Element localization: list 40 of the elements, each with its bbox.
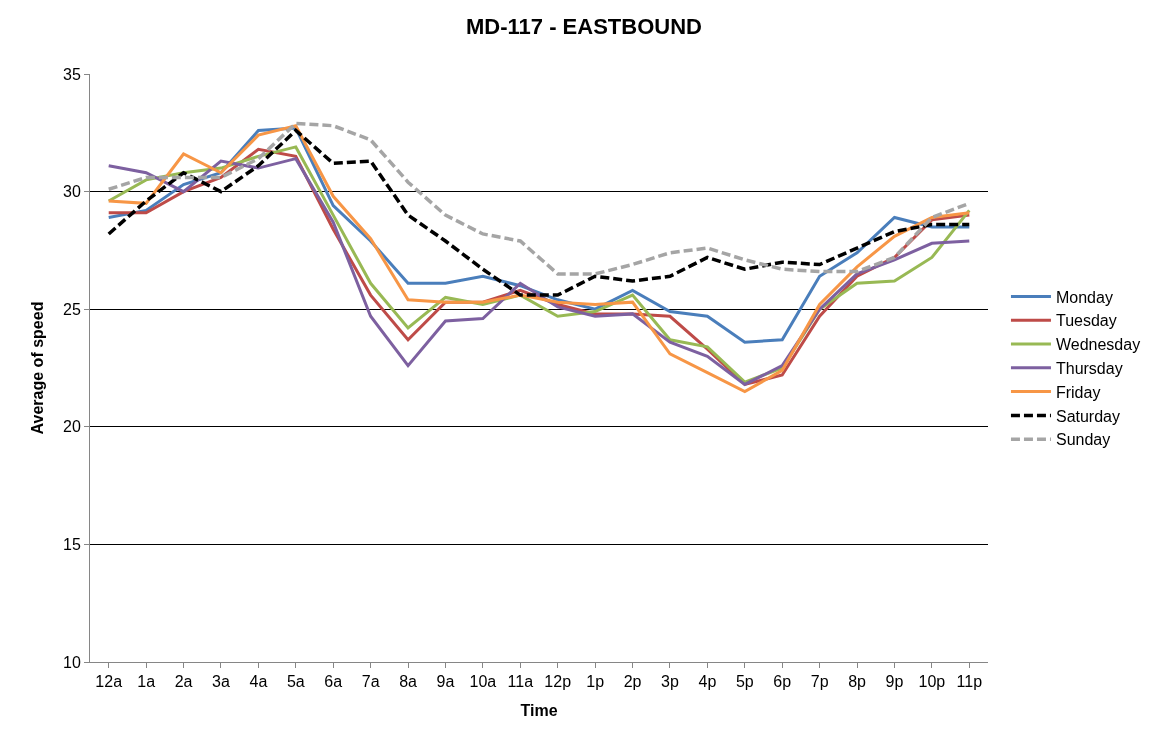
x-tick-label: 10p [918,673,946,691]
y-axis-title: Average of speed [28,301,46,435]
x-tick-label: 6a [324,673,343,691]
x-axis-title: Time [520,701,558,719]
y-tick-label: 20 [63,418,81,436]
x-tick-label: 1p [586,673,605,691]
x-tick-label: 3a [212,673,230,691]
x-tick-label: 7a [361,673,380,691]
x-tick-label: 10a [469,673,497,691]
legend-label: Saturday [1055,407,1121,425]
legend-label: Sunday [1055,431,1111,449]
y-tick-label: 15 [63,536,81,553]
x-tick-label: 6p [773,673,792,691]
x-tick-label: 1a [137,673,156,691]
x-tick-label: 11a [507,673,534,691]
legend-label: Tuesday [1055,312,1117,330]
x-tick-label: 5a [286,673,305,691]
x-tick-label: 12p [544,673,572,691]
x-tick-label: 2a [174,673,193,691]
x-tick-label: 8a [399,673,418,691]
x-tick-label: 11p [956,673,983,691]
y-tick-label: 10 [63,653,81,671]
x-tick-label: 3p [661,673,679,691]
x-tick-label: 2p [623,673,642,691]
legend-label: Thursday [1055,360,1123,378]
x-tick-label: 5p [735,673,754,691]
legend-label: Friday [1055,383,1101,401]
x-tick-label: 4p [698,673,717,691]
y-tick-label: 25 [63,300,81,318]
legend-label: Monday [1055,288,1113,306]
x-tick-label: 9a [436,673,455,691]
y-tick-label: 35 [63,65,81,83]
x-tick-label: 9p [885,673,904,691]
x-tick-label: 4a [249,673,268,691]
x-tick-label: 8p [848,673,867,691]
chart-title: MD-117 - EASTBOUND [466,14,702,40]
x-tick-label: 7p [810,673,829,691]
x-tick-label: 12a [95,673,123,691]
y-tick-label: 30 [63,183,81,201]
legend-label: Wednesday [1055,336,1141,354]
